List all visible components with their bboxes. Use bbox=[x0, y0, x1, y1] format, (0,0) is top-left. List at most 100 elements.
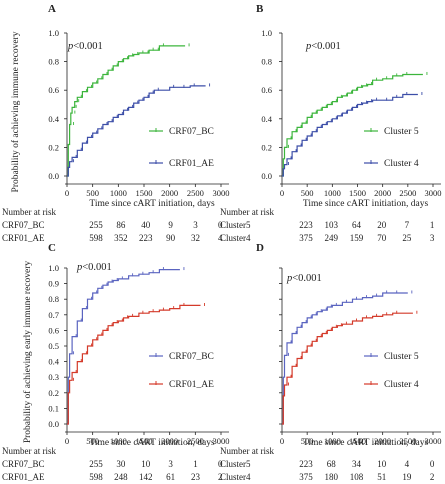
y-tick-label: 0.2 bbox=[48, 388, 59, 398]
x-tick-label: 1000 bbox=[324, 188, 341, 198]
y-tick-label: 0.4 bbox=[48, 357, 59, 367]
risk-cell: 40 bbox=[141, 220, 151, 230]
risk-cell: 3 bbox=[168, 459, 173, 469]
legend-label-1: CRF01_AE bbox=[169, 159, 214, 169]
risk-cell: 3 bbox=[193, 220, 198, 230]
panel-letter-b: B bbox=[256, 3, 264, 15]
series-line-0 bbox=[67, 269, 180, 425]
y-tick-label: 0.0 bbox=[48, 419, 59, 429]
risk-table-header: Number at risk bbox=[220, 207, 274, 217]
series-line-1 bbox=[67, 85, 206, 177]
risk-cell: 4 bbox=[218, 233, 223, 243]
risk-cell: 159 bbox=[350, 233, 364, 243]
x-tick-label: 0 bbox=[280, 436, 284, 446]
legend-label-1: Cluster 4 bbox=[384, 380, 419, 390]
x-tick-label: 2500 bbox=[187, 436, 204, 446]
series-line-1 bbox=[282, 312, 413, 425]
panel-letter-c: C bbox=[48, 242, 56, 254]
risk-cell: 375 bbox=[299, 233, 313, 243]
y-tick-label: 0.8 bbox=[261, 57, 272, 67]
x-tick-label: 1000 bbox=[324, 436, 341, 446]
risk-cell: 70 bbox=[377, 233, 387, 243]
risk-row-label: Cluster4 bbox=[220, 472, 251, 482]
x-tick-label: 1500 bbox=[136, 188, 153, 198]
risk-cell: 23 bbox=[191, 472, 201, 482]
y-tick-label: 0.6 bbox=[261, 85, 272, 95]
y-tick-label: 0.2 bbox=[48, 142, 59, 152]
risk-cell: 0 bbox=[430, 459, 435, 469]
p-value: p<0.001 bbox=[305, 41, 341, 52]
legend-label-1: Cluster 4 bbox=[384, 159, 419, 169]
p-value: p<0.001 bbox=[76, 262, 112, 273]
risk-cell: 598 bbox=[89, 233, 103, 243]
panel-b: B 0.0 0.2 0.4 0.6 0.8 1.0 0 500 1000 1500 2000 2500 3… bbox=[220, 3, 442, 243]
legend-label-1: CRF01_AE bbox=[169, 380, 214, 390]
x-tick-label: 500 bbox=[86, 436, 99, 446]
risk-cell: 248 bbox=[114, 472, 128, 482]
y-tick-label: 0.9 bbox=[48, 279, 59, 289]
panel-a: A 0.0 0.2 0.4 0.6 0.8 1.0 0 500 1000 1500 2000 2500 3… bbox=[2, 3, 230, 243]
risk-cell: 7 bbox=[405, 220, 410, 230]
x-tick-label: 2500 bbox=[399, 436, 416, 446]
y-tick-label: 0.5 bbox=[48, 341, 59, 351]
risk-cell: 4 bbox=[405, 459, 410, 469]
x-tick-label: 2000 bbox=[374, 436, 391, 446]
y-tick-label: 0.6 bbox=[48, 325, 59, 335]
risk-cell: 352 bbox=[114, 233, 128, 243]
y-tick-label: 0.1 bbox=[48, 403, 59, 413]
x-tick-label: 0 bbox=[65, 188, 69, 198]
risk-cell: 0 bbox=[218, 220, 223, 230]
risk-cell: 9 bbox=[168, 220, 173, 230]
x-tick-label: 3000 bbox=[213, 436, 230, 446]
risk-cell: 108 bbox=[350, 472, 364, 482]
risk-cell: 249 bbox=[324, 233, 338, 243]
risk-cell: 223 bbox=[139, 233, 153, 243]
y-tick-label: 0.4 bbox=[261, 114, 272, 124]
y-axis-label-bottom: Probability of achieving early immune re… bbox=[22, 261, 33, 444]
risk-row-label: CRF01_AE bbox=[2, 472, 45, 482]
risk-cell: 25 bbox=[402, 233, 412, 243]
risk-cell: 375 bbox=[299, 472, 313, 482]
x-axis-label: Time since cART initiation, days bbox=[89, 199, 215, 209]
y-tick-label: 0.8 bbox=[48, 294, 59, 304]
risk-cell: 30 bbox=[116, 459, 126, 469]
risk-cell: 20 bbox=[377, 220, 387, 230]
x-tick-label: 1500 bbox=[136, 436, 153, 446]
y-tick-label: 0.4 bbox=[48, 114, 59, 124]
risk-cell: 32 bbox=[191, 233, 200, 243]
risk-cell: 2 bbox=[218, 472, 223, 482]
x-tick-label: 1500 bbox=[349, 436, 366, 446]
risk-cell: 142 bbox=[139, 472, 153, 482]
risk-cell: 61 bbox=[166, 472, 175, 482]
y-tick-label: 1.0 bbox=[48, 28, 59, 38]
x-tick-label: 2000 bbox=[161, 188, 178, 198]
risk-row-label: CRF07_BC bbox=[2, 459, 45, 469]
p-value: p<0.001 bbox=[67, 41, 103, 52]
x-tick-label: 1000 bbox=[110, 188, 127, 198]
y-tick-label: 0.7 bbox=[48, 310, 59, 320]
risk-cell: 0 bbox=[218, 459, 223, 469]
x-tick-label: 500 bbox=[86, 188, 99, 198]
risk-row-label: Cluster4 bbox=[220, 233, 251, 243]
x-tick-label: 3000 bbox=[425, 188, 442, 198]
risk-row-label: CRF07_BC bbox=[2, 220, 45, 230]
x-tick-label: 2500 bbox=[399, 188, 416, 198]
risk-cell: 34 bbox=[352, 459, 362, 469]
series-line-0 bbox=[282, 292, 408, 425]
risk-cell: 68 bbox=[327, 459, 337, 469]
y-tick-label: 1.0 bbox=[261, 28, 272, 38]
series-line-0 bbox=[282, 73, 423, 177]
y-axis-label-top: Probability of achieving immune recovery bbox=[10, 31, 21, 192]
x-tick-label: 0 bbox=[280, 188, 284, 198]
risk-cell: 1 bbox=[193, 459, 198, 469]
legend-label-0: CRF07_BC bbox=[169, 352, 214, 362]
x-axis-label: Time since cART initiation, days bbox=[303, 199, 429, 209]
risk-table-header: Number at risk bbox=[2, 446, 56, 456]
risk-cell: 86 bbox=[116, 220, 126, 230]
risk-cell: 3 bbox=[430, 233, 435, 243]
risk-row-label: CRF01_AE bbox=[2, 233, 45, 243]
legend-label-0: CRF07_BC bbox=[169, 127, 214, 137]
risk-cell: 51 bbox=[377, 472, 386, 482]
